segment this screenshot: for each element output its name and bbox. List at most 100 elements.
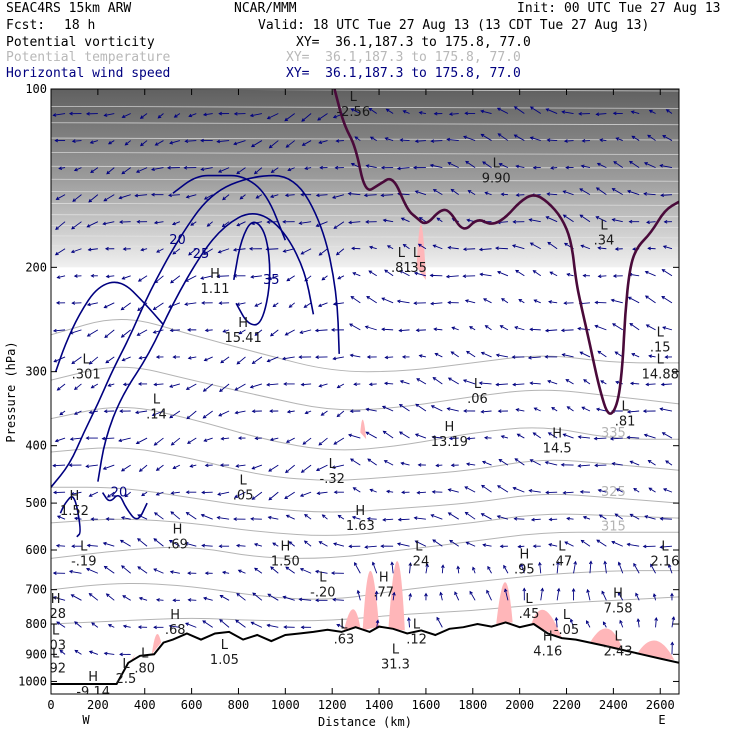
wind-vector <box>600 380 607 385</box>
wind-vector-head <box>285 469 289 474</box>
wind-vector <box>173 464 181 469</box>
wind-vector-head <box>349 353 354 358</box>
wind-vector-head <box>152 306 157 311</box>
wind-vector <box>630 460 640 466</box>
wind-vector <box>121 516 131 520</box>
wind-vector-head <box>515 193 520 197</box>
x-tick-label: 2200 <box>552 698 581 712</box>
wind-vector <box>252 356 263 364</box>
wind-vector-head <box>464 299 469 303</box>
wind-vector <box>581 245 591 250</box>
wind-vector-head <box>85 111 90 116</box>
high-marker: H <box>543 630 553 645</box>
wind-vector <box>301 383 312 386</box>
wind-vector-head <box>155 492 160 496</box>
wind-vector <box>530 137 541 141</box>
wind-vector <box>633 563 640 574</box>
x-tick-label: 1800 <box>458 698 487 712</box>
wind-vector-head <box>579 214 584 218</box>
field-wind-xy: XY= 36.1,187.3 to 175.8, 77.0 <box>286 66 521 81</box>
wind-vector <box>139 597 148 601</box>
wind-vector <box>481 410 492 413</box>
wind-vector <box>425 564 428 574</box>
wind-vector <box>59 650 66 655</box>
wind-vector <box>154 221 164 224</box>
wind-vector <box>415 403 427 412</box>
wind-vector-head <box>282 219 286 224</box>
wind-vector-head <box>170 511 175 515</box>
wind-vector <box>392 592 395 601</box>
wind-vector-head <box>380 193 385 198</box>
wind-vector <box>185 542 197 547</box>
wind-vector <box>169 540 181 547</box>
wind-vector-head <box>104 334 109 339</box>
wind-vector-head <box>184 302 189 306</box>
terrain-line <box>51 621 679 686</box>
wind-vector <box>580 351 591 358</box>
wind-vector-head <box>204 328 209 333</box>
wind-vector-head <box>319 165 324 170</box>
wind-vector-head <box>627 296 632 301</box>
stratosphere-streak <box>51 178 679 182</box>
wind-vector-head <box>188 113 193 118</box>
wind-vector-head <box>272 303 277 308</box>
wind-vector <box>497 515 509 520</box>
fcst-label: Fcst: <box>6 18 46 33</box>
wind-vector-head <box>511 355 516 359</box>
wind-vector-head <box>369 488 374 493</box>
wind-vector-head <box>249 384 254 389</box>
wind-vector <box>141 248 148 251</box>
low-marker: L <box>83 353 91 368</box>
wind-vector-head <box>136 332 141 336</box>
wind-vector <box>530 382 541 385</box>
wind-vector-head <box>632 247 636 251</box>
wind-vector-head <box>613 161 618 165</box>
low-marker: L <box>661 539 669 554</box>
wind-vector <box>121 167 131 175</box>
wind-vector-head <box>237 569 242 573</box>
wind-vector <box>562 111 574 114</box>
wind-vector <box>354 562 361 574</box>
wind-vector <box>103 221 115 225</box>
extremum-value: .63 <box>334 633 355 648</box>
wind-vector <box>120 539 131 547</box>
wind-vector-head <box>654 616 658 621</box>
wind-vector-head <box>168 624 173 629</box>
wind-vector-head <box>54 251 59 256</box>
wind-vector-head <box>432 244 437 248</box>
high-marker: H <box>51 592 61 607</box>
wind-vector <box>169 625 180 628</box>
wind-vector-head <box>368 107 373 112</box>
wind-vector-head <box>464 486 469 490</box>
wind-vector-head <box>235 543 240 548</box>
wind-vector-head <box>157 114 162 119</box>
wind-vector-head <box>671 616 676 621</box>
wind-vector-head <box>254 303 259 307</box>
wind-vector-head <box>68 463 73 467</box>
wind-vector <box>495 247 508 250</box>
wind-vector <box>207 221 213 227</box>
wind-vector-head <box>365 407 370 412</box>
high-marker: H <box>519 548 529 563</box>
wind-vector <box>254 543 263 547</box>
wind-vector <box>496 383 508 386</box>
wind-vector-head <box>628 219 633 224</box>
wind-vector-head <box>560 463 565 467</box>
wind-vector-head <box>69 437 74 441</box>
wind-speed-contour <box>233 221 271 326</box>
wind-vector-head <box>139 142 144 147</box>
wind-vector <box>383 430 394 439</box>
wind-vector-head <box>644 270 649 275</box>
wind-vector <box>646 324 656 331</box>
wind-vector-head <box>479 272 484 277</box>
wind-vector-head <box>560 328 565 333</box>
wind-speed-contour <box>51 174 340 488</box>
wind-vector-head <box>336 413 341 418</box>
wind-vector <box>351 108 361 114</box>
extremum-value: .14 <box>146 407 167 422</box>
extremum-value: 1.52 <box>60 504 89 519</box>
wind-vector-head <box>660 382 665 387</box>
wind-vector-head <box>86 302 91 307</box>
wind-vector <box>321 410 328 416</box>
wind-vector <box>597 350 607 358</box>
